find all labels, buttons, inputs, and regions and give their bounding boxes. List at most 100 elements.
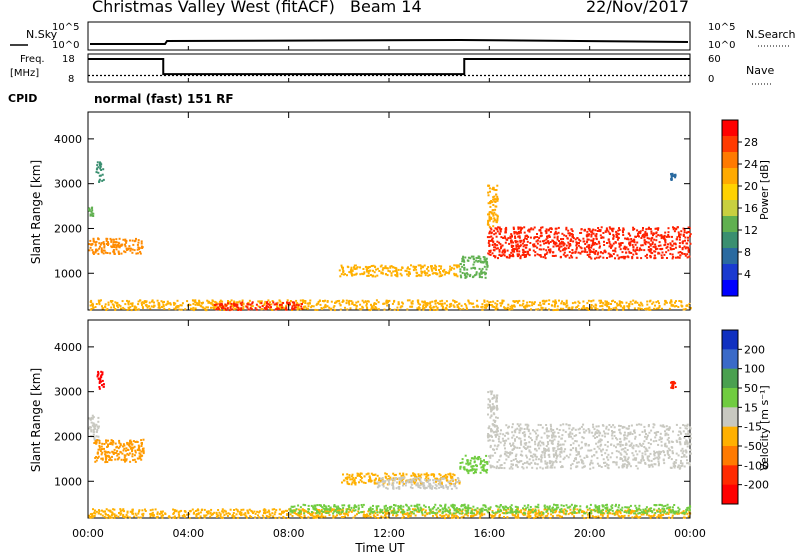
- data-cell: [647, 424, 650, 426]
- data-cell: [125, 249, 128, 251]
- data-cell: [377, 485, 380, 488]
- data-cell: [644, 453, 647, 456]
- data-cell: [677, 231, 680, 234]
- data-cell: [575, 454, 578, 457]
- data-cell: [571, 437, 574, 440]
- data-cell: [392, 477, 395, 480]
- data-cell: [609, 243, 612, 246]
- data-cell: [93, 438, 96, 441]
- data-cell: [395, 514, 398, 517]
- data-cell: [118, 456, 121, 459]
- data-cell: [492, 209, 495, 212]
- data-cell: [385, 486, 388, 489]
- data-cell: [177, 516, 180, 519]
- data-cell: [633, 429, 636, 432]
- data-cell: [420, 270, 423, 273]
- data-cell: [516, 250, 519, 253]
- data-cell: [286, 302, 289, 305]
- data-cell: [91, 302, 94, 305]
- data-cell: [442, 514, 445, 517]
- data-cell: [300, 307, 303, 310]
- data-cell: [346, 265, 349, 268]
- data-cell: [590, 239, 593, 242]
- data-cell: [203, 508, 206, 511]
- data-cell: [554, 227, 557, 230]
- data-cell: [594, 433, 597, 436]
- data-cell: [150, 513, 153, 516]
- data-cell: [541, 300, 544, 303]
- data-cell: [465, 513, 468, 516]
- data-region-2: [88, 206, 95, 217]
- data-cell: [686, 512, 689, 515]
- data-cell: [645, 438, 648, 440]
- data-cell: [107, 515, 110, 518]
- data-cell: [663, 451, 665, 454]
- data-cell: [573, 459, 576, 462]
- data-cell: [592, 248, 595, 251]
- data-cell: [545, 249, 548, 252]
- data-cell: [384, 515, 387, 518]
- data-cell: [131, 450, 133, 453]
- data-cell: [514, 458, 517, 460]
- data-cell: [535, 455, 538, 458]
- data-cell: [333, 309, 336, 312]
- data-cell: [97, 370, 100, 373]
- data-cell: [617, 303, 620, 306]
- data-cell: [493, 217, 496, 220]
- data-cell: [655, 248, 657, 251]
- data-cell: [298, 514, 301, 517]
- data-cell: [671, 510, 673, 512]
- data-cell: [473, 460, 476, 463]
- data-cell: [493, 444, 496, 447]
- data-cell: [457, 305, 460, 308]
- colorbar-swatch: [722, 264, 738, 281]
- data-cell: [188, 517, 191, 520]
- data-cell: [668, 441, 671, 444]
- data-cell: [649, 256, 652, 259]
- data-cell: [505, 255, 508, 258]
- data-cell: [401, 266, 404, 269]
- data-cell: [168, 308, 171, 311]
- data-cell: [392, 486, 395, 489]
- data-cell: [360, 308, 363, 311]
- data-cell: [334, 515, 337, 518]
- data-cell: [559, 242, 562, 245]
- data-cell: [675, 439, 678, 442]
- data-cell: [250, 516, 253, 518]
- data-cell: [519, 429, 522, 432]
- data-cell: [227, 300, 229, 302]
- data-cell: [456, 266, 459, 269]
- colorbar-swatch: [722, 200, 738, 217]
- data-cell: [601, 305, 604, 308]
- data-cell: [133, 458, 136, 461]
- data-cell: [640, 423, 643, 426]
- data-cell: [496, 307, 499, 310]
- data-cell: [106, 461, 109, 463]
- data-cell: [362, 301, 365, 304]
- data-cell: [683, 454, 686, 456]
- data-cell: [544, 257, 547, 260]
- data-cell: [576, 306, 579, 308]
- data-cell: [279, 307, 282, 310]
- data-cell: [658, 306, 661, 309]
- data-cell: [366, 274, 369, 277]
- data-cell: [355, 305, 358, 308]
- data-cell: [631, 256, 634, 258]
- nave-tick-bottom: 0: [708, 74, 714, 85]
- data-cell: [689, 233, 692, 236]
- data-cell: [557, 443, 560, 445]
- data-cell: [123, 307, 126, 310]
- data-cell: [98, 387, 101, 390]
- data-cell: [679, 430, 682, 433]
- data-cell: [183, 516, 186, 519]
- data-cell: [95, 430, 98, 433]
- data-cell: [495, 189, 498, 191]
- data-cell: [123, 447, 126, 450]
- data-cell: [517, 230, 520, 233]
- data-cell: [417, 477, 420, 480]
- data-cell: [660, 440, 663, 443]
- data-cell: [93, 425, 96, 428]
- data-cell: [617, 257, 620, 260]
- data-cell: [515, 464, 518, 467]
- data-cell: [562, 429, 565, 432]
